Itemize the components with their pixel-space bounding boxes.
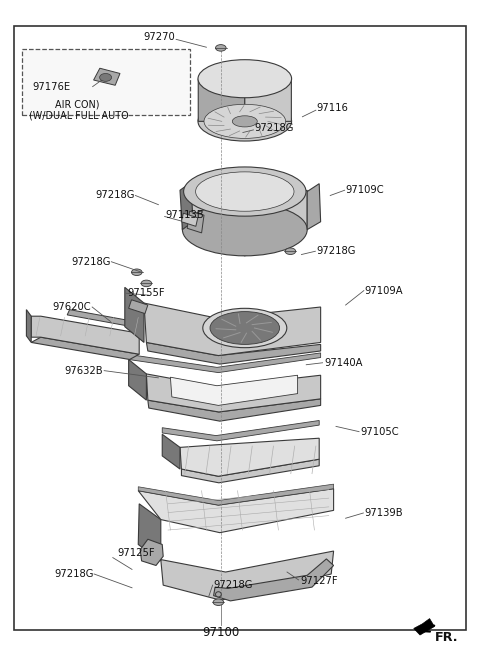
Polygon shape <box>146 374 321 412</box>
Text: 97113B: 97113B <box>166 209 204 220</box>
Polygon shape <box>144 303 321 356</box>
Text: 97218G: 97218G <box>54 569 94 579</box>
Text: 97140A: 97140A <box>324 358 362 368</box>
Polygon shape <box>67 310 142 328</box>
Polygon shape <box>181 459 319 483</box>
Polygon shape <box>146 342 321 364</box>
Ellipse shape <box>213 599 224 605</box>
Polygon shape <box>182 190 307 256</box>
Polygon shape <box>31 337 139 359</box>
Ellipse shape <box>216 592 221 597</box>
Text: 97218G: 97218G <box>95 190 134 201</box>
Ellipse shape <box>198 60 292 98</box>
Polygon shape <box>170 375 298 405</box>
Ellipse shape <box>184 167 306 216</box>
Text: 97139B: 97139B <box>365 508 403 518</box>
Text: 97116: 97116 <box>317 103 348 113</box>
Text: FR.: FR. <box>435 631 458 644</box>
Polygon shape <box>198 79 245 121</box>
Ellipse shape <box>196 172 294 211</box>
Text: 97100: 97100 <box>202 626 240 640</box>
Text: 97176E: 97176E <box>33 81 71 92</box>
Text: 97632B: 97632B <box>65 365 103 376</box>
Text: 97155F: 97155F <box>127 288 165 298</box>
Polygon shape <box>129 300 148 314</box>
Text: 97218G: 97218G <box>317 246 356 256</box>
Polygon shape <box>307 184 321 230</box>
Polygon shape <box>148 399 321 421</box>
Bar <box>22 49 190 115</box>
Ellipse shape <box>210 312 279 344</box>
Ellipse shape <box>141 280 152 287</box>
Polygon shape <box>162 434 180 469</box>
Ellipse shape <box>182 203 307 256</box>
Text: 97127F: 97127F <box>300 576 337 586</box>
Polygon shape <box>140 539 163 565</box>
Polygon shape <box>181 213 198 226</box>
Polygon shape <box>162 420 319 441</box>
Polygon shape <box>31 316 139 354</box>
Text: 97105C: 97105C <box>360 426 398 437</box>
Text: 97109C: 97109C <box>346 185 384 195</box>
Polygon shape <box>161 551 334 600</box>
Text: 97218G: 97218G <box>214 580 253 590</box>
Ellipse shape <box>285 248 296 255</box>
Polygon shape <box>138 504 161 561</box>
Polygon shape <box>94 68 120 85</box>
Ellipse shape <box>203 308 287 348</box>
Polygon shape <box>214 559 334 601</box>
Text: 97218G: 97218G <box>254 123 294 133</box>
Polygon shape <box>127 353 321 373</box>
Ellipse shape <box>100 73 112 81</box>
Polygon shape <box>187 211 204 233</box>
Text: 97620C: 97620C <box>53 302 91 312</box>
Polygon shape <box>180 438 319 476</box>
Text: AIR CON): AIR CON) <box>55 100 100 110</box>
Polygon shape <box>138 484 334 505</box>
Text: (W/DUAL FULL AUTO: (W/DUAL FULL AUTO <box>29 110 129 120</box>
Polygon shape <box>125 287 144 342</box>
Polygon shape <box>245 79 291 121</box>
Text: 97109A: 97109A <box>365 285 403 296</box>
Text: 97218G: 97218G <box>71 256 110 267</box>
Ellipse shape <box>198 102 292 141</box>
Text: 97270: 97270 <box>144 32 175 43</box>
Polygon shape <box>414 619 434 635</box>
Text: 97125F: 97125F <box>118 548 155 558</box>
Polygon shape <box>129 359 146 400</box>
Polygon shape <box>180 182 193 230</box>
Ellipse shape <box>204 104 286 138</box>
Polygon shape <box>138 489 334 533</box>
Ellipse shape <box>232 115 257 127</box>
Ellipse shape <box>216 45 226 51</box>
Polygon shape <box>26 310 31 342</box>
Ellipse shape <box>132 269 142 276</box>
